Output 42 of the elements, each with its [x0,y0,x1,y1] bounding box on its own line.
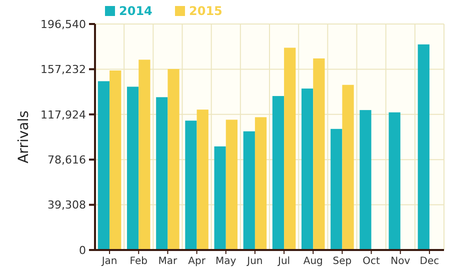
bar [226,120,238,250]
x-tick-label: Jun [246,256,263,267]
x-tick-label: Apr [188,256,206,267]
bar [388,112,400,250]
bar [254,117,267,250]
x-tick-label: Oct [362,256,380,267]
bar [243,131,255,250]
bar [342,84,354,250]
bar [138,60,150,250]
bar [156,97,168,250]
bar [185,120,197,250]
y-axis-title: Arrivals [16,110,32,164]
y-tick-label: 0 [79,244,86,257]
y-tick-label: 196,540 [40,18,86,31]
bar [98,81,110,250]
legend-label: 2014 [119,4,152,18]
y-tick-label: 117,924 [40,108,86,122]
bar [110,70,122,250]
bar [330,128,342,250]
legend-label: 2015 [189,4,222,18]
x-tick-label: Mar [158,256,178,267]
bar [168,69,180,250]
x-tick-label: Feb [130,256,148,267]
x-tick-label: May [216,256,236,267]
bar [214,146,226,250]
bar [301,88,314,250]
bar [272,96,284,250]
bar [313,58,325,250]
x-tick-label: Jan [100,256,118,267]
bar [360,110,372,250]
bar [126,86,139,250]
bar [418,44,430,250]
bar [196,110,208,250]
x-tick-label: Jul [277,256,290,267]
bar [284,48,296,250]
x-tick-label: Nov [390,256,410,267]
y-tick-label: 78,616 [48,153,86,166]
y-tick-label: 39,308 [48,198,86,212]
y-tick-label: 157,232 [40,63,86,76]
x-tick-label: Sep [332,256,352,267]
x-tick-label: Dec [420,256,440,267]
x-tick-label: Aug [303,256,323,267]
